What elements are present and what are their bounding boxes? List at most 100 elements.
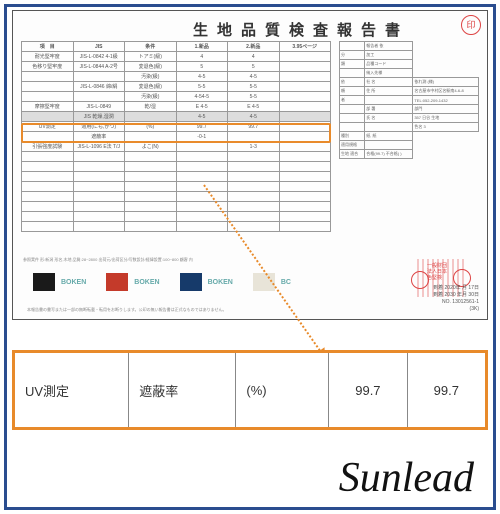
cell xyxy=(125,172,177,182)
cell xyxy=(228,172,280,182)
cell xyxy=(22,162,74,172)
cell xyxy=(73,182,125,192)
swatch-label: BOKEN xyxy=(61,279,86,286)
cell: 5 xyxy=(176,62,228,72)
cell xyxy=(279,142,331,152)
uv-highlight-box xyxy=(21,123,331,143)
col-header: 1.新品 xyxy=(176,42,228,52)
col-header: JIS xyxy=(73,42,125,52)
cell xyxy=(125,202,177,212)
cell: JIS-L-0846 綿/絹 xyxy=(73,82,125,92)
cell xyxy=(279,102,331,112)
cell: 汚染(級) xyxy=(125,72,177,82)
cell xyxy=(22,212,74,222)
cell xyxy=(176,142,228,152)
cell xyxy=(22,72,74,82)
swatch xyxy=(106,273,128,291)
cell xyxy=(73,162,125,172)
cell xyxy=(279,182,331,192)
cell xyxy=(279,112,331,122)
cell xyxy=(73,72,125,82)
cell: 4 xyxy=(228,52,280,62)
zoom-spec: 遮蔽率 xyxy=(129,353,236,427)
cell xyxy=(176,212,228,222)
cell xyxy=(279,192,331,202)
cell xyxy=(176,162,228,172)
stamp-top: 印 xyxy=(461,15,481,35)
cell xyxy=(279,72,331,82)
cell xyxy=(125,222,177,232)
cell xyxy=(228,162,280,172)
cell xyxy=(279,52,331,62)
cell xyxy=(176,152,228,162)
cell: 乾/湿 xyxy=(125,102,177,112)
cell xyxy=(73,192,125,202)
cell xyxy=(22,92,74,102)
cell xyxy=(22,222,74,232)
cell xyxy=(228,152,280,162)
side-info-table: 報告者 依分加工類品種コード納入先様依社 名依れ測 (様)頼住 所名古屋市中村区… xyxy=(339,41,479,159)
cell xyxy=(22,112,74,122)
zoom-label: UV測定 xyxy=(15,353,129,427)
cell xyxy=(125,212,177,222)
cell xyxy=(176,222,228,232)
cell xyxy=(228,192,280,202)
cell: 4-5 xyxy=(228,72,280,82)
date-box: 到着 2020年 月 17日到着 2030 年月 30日 NO. 1301256… xyxy=(433,285,479,313)
col-header: 3.95ページ xyxy=(279,42,331,52)
cell xyxy=(22,182,74,192)
cell xyxy=(73,202,125,212)
cell: JIS-L-0842 4-1級 xyxy=(73,52,125,62)
cell: よこ(N) xyxy=(125,142,177,152)
cell: 耐光堅牢度 xyxy=(22,52,74,62)
cell xyxy=(73,172,125,182)
cell: 4-5 xyxy=(228,112,280,122)
swatch xyxy=(180,273,202,291)
cell: 変退色(級) xyxy=(125,82,177,92)
cell xyxy=(125,162,177,172)
cell xyxy=(176,192,228,202)
zoom-v2: 99.7 xyxy=(408,353,485,427)
cell: 5-5 xyxy=(228,82,280,92)
swatch-label: BOKEN xyxy=(208,279,233,286)
cell xyxy=(125,192,177,202)
cell: 5-5 xyxy=(176,82,228,92)
cell xyxy=(73,92,125,102)
cell: 4 xyxy=(176,52,228,62)
col-header: 条件 xyxy=(125,42,177,52)
cell xyxy=(22,172,74,182)
cell xyxy=(279,62,331,72)
cell: 色移り堅牢度 xyxy=(22,62,74,72)
color-swatches: BOKENBOKENBOKENBC xyxy=(33,273,291,291)
cell: E 4-5 xyxy=(176,102,228,112)
brand-logo: Sunlead xyxy=(339,454,474,502)
cell: 4-5 xyxy=(176,72,228,82)
cell: 4-5 xyxy=(176,112,228,122)
cell xyxy=(125,152,177,162)
cell xyxy=(279,202,331,212)
zoom-panel: UV測定 遮蔽率 (%) 99.7 99.7 xyxy=(12,350,488,430)
cell xyxy=(125,182,177,192)
col-header: 2.新品 xyxy=(228,42,280,52)
cell xyxy=(228,212,280,222)
cell xyxy=(73,212,125,222)
cell: 変退色(級) xyxy=(125,62,177,72)
cell xyxy=(279,82,331,92)
cell xyxy=(22,152,74,162)
swatch xyxy=(33,273,55,291)
zoom-unit: (%) xyxy=(236,353,329,427)
footer-note: 本報告書の書写または一部の無断転載・転用をお断りします。公印の無い報告書は正式な… xyxy=(27,307,327,313)
cell: 1-3 xyxy=(228,142,280,152)
cell xyxy=(22,192,74,202)
cell: 摩擦堅牢度 xyxy=(22,102,74,112)
cell xyxy=(73,222,125,232)
swatch-label: BC xyxy=(281,279,291,286)
cell: JIS-L-0844 A-2号 xyxy=(73,62,125,72)
cell: 5 xyxy=(228,62,280,72)
cell xyxy=(279,212,331,222)
cell xyxy=(73,152,125,162)
cell xyxy=(22,202,74,212)
cell xyxy=(228,182,280,192)
cell: JIS 乾燥,湿潤 xyxy=(73,112,125,122)
cell xyxy=(279,152,331,162)
